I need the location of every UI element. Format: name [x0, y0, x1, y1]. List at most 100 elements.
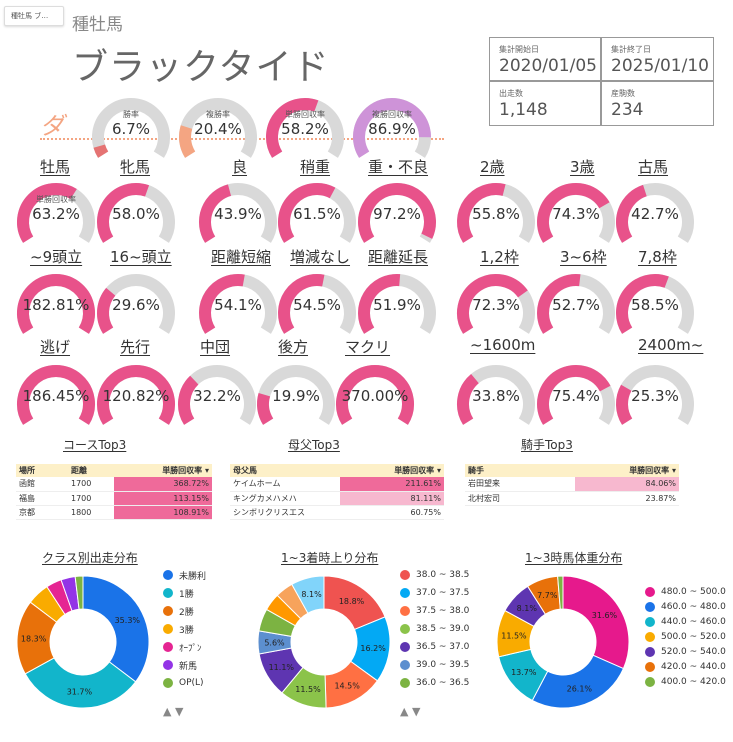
row2-header-0: ~9頭立 — [30, 248, 83, 266]
legend-item: 38.0 ~ 38.5 — [400, 566, 469, 584]
col-place[interactable]: 場所 — [16, 464, 68, 477]
cell-win-return: 84.06% — [575, 477, 679, 492]
gauge-fill — [537, 274, 581, 334]
cell-distance: 1700 — [68, 477, 114, 492]
offspring-value: 234 — [611, 100, 644, 120]
legend-dot-icon — [645, 631, 655, 642]
col-win-return[interactable]: 単勝回収率 ▾ — [575, 464, 679, 477]
slice-label: 31.6% — [592, 611, 618, 620]
row3-gauge-1: 120.82% — [96, 359, 186, 425]
row3-header-3: 後方 — [278, 338, 309, 356]
gauge-value: 58.0% — [112, 205, 160, 223]
legend-item: 1勝 — [163, 584, 206, 602]
gauge-label: 単勝回収率 — [36, 195, 76, 204]
legend-dot-icon — [400, 624, 410, 634]
row2-gauge-0-arc — [17, 274, 95, 334]
row1-gauge-6: 74.3% — [536, 177, 626, 243]
legend-label: 36.5 ~ 37.0 — [416, 642, 470, 652]
gauge-fill — [97, 183, 150, 243]
row2-gauge-3-arc — [278, 274, 356, 334]
col-win-return[interactable]: 単勝回収率 ▾ — [340, 464, 444, 477]
row1-gauge-3: 61.5% — [277, 177, 367, 243]
table-row[interactable]: 北村宏司 23.87% — [465, 491, 679, 506]
legend-item: 新馬 — [163, 656, 206, 674]
row1-gauge-5: 55.8% — [456, 177, 546, 243]
sire-dropdown[interactable]: 種牡馬 ブ… — [4, 6, 64, 26]
gauge-fill — [178, 375, 199, 425]
legend-label: 420.0 ~ 440.0 — [661, 661, 726, 672]
legend-label: 38.0 ~ 38.5 — [416, 570, 470, 580]
table-row[interactable]: 福島 1700 113.15% — [16, 491, 212, 506]
legend-label: 400.0 ~ 420.0 — [661, 676, 726, 687]
legend-item: 36.0 ~ 36.5 — [400, 674, 469, 692]
legend-dot-icon — [163, 642, 173, 652]
gauge-fill — [97, 287, 116, 334]
row2-header-4: 距離延長 — [368, 248, 429, 266]
gauge-value: 25.3% — [631, 387, 679, 405]
table-row[interactable]: 函館 1700 368.72% — [16, 477, 212, 492]
slice-label: 18.3% — [21, 634, 47, 643]
legend-dot-icon — [645, 676, 655, 687]
legend-item: 500.0 ~ 520.0 — [645, 629, 726, 644]
legend-pager[interactable]: ▲ ▼ — [400, 705, 421, 718]
gauge-fill — [457, 183, 506, 243]
cell-jockey: 北村宏司 — [465, 491, 575, 506]
table-row[interactable]: 岩田望来 84.06% — [465, 477, 679, 492]
cell-damsire: ケイムホーム — [230, 477, 340, 492]
row3-gauge-5-arc — [457, 365, 535, 425]
divider — [40, 138, 444, 140]
table-row[interactable]: 京都 1800 108.91% — [16, 505, 212, 520]
slice-label: 26.1% — [567, 685, 593, 694]
legend-pager[interactable]: ▲ ▼ — [163, 705, 184, 718]
slice-label: 5.6% — [264, 638, 285, 647]
damsire-table: 母父馬 単勝回収率 ▾ ケイムホーム 211.61% キングカメハメハ 81.11% シ… — [230, 464, 444, 520]
row1-header-1: 牝馬 — [120, 158, 151, 176]
cell-win-return: 211.61% — [340, 477, 444, 492]
col-jockey[interactable]: 騎手 — [465, 464, 575, 477]
row1-gauge-4-arc — [358, 183, 436, 243]
gauge-value: 120.82% — [102, 387, 170, 405]
gauge-fill — [17, 183, 77, 243]
legend-dot-icon — [645, 646, 655, 657]
gauge-label: 単勝回収率 — [285, 110, 325, 119]
col-damsire[interactable]: 母父馬 — [230, 464, 340, 477]
col-distance[interactable]: 距離 — [68, 464, 114, 477]
cell-jockey: 岩田望来 — [465, 477, 575, 492]
donut-chart-2: 31.6% 26.1% 13.7% 11.5% 8.1% 7.7% — [496, 575, 630, 709]
legend-label: 3勝 — [179, 625, 194, 636]
donut-chart-1: 18.8% 16.2% 14.5% 11.5% 11.1% 5.6% 8.1% — [257, 575, 391, 709]
legend-item: 38.5 ~ 39.0 — [400, 620, 469, 638]
slice-label: 35.3% — [115, 616, 141, 625]
row1-gauge-5-arc — [457, 183, 535, 243]
row2-gauge-2-arc — [199, 274, 277, 334]
row1-gauge-1-arc — [97, 183, 175, 243]
legend-label: 500.0 ~ 520.0 — [661, 631, 726, 642]
legend-dot-icon — [400, 660, 410, 670]
period-end-box: 集計終了日 2025/01/10 — [601, 37, 714, 81]
col-win-return[interactable]: 単勝回収率 ▾ — [114, 464, 212, 477]
gauge-value: 61.5% — [293, 205, 341, 223]
slice-label: 11.5% — [501, 631, 527, 640]
donut-slice — [557, 575, 564, 610]
gauge-0-arc — [92, 98, 170, 158]
row3-gauge-4: 370.00% — [335, 359, 425, 425]
legend-label: 39.0 ~ 39.5 — [416, 660, 470, 670]
table-row[interactable]: キングカメハメハ 81.11% — [230, 491, 444, 506]
row1-gauge-2-arc — [199, 183, 277, 243]
table-row[interactable]: ケイムホーム 211.61% — [230, 477, 444, 492]
chart-title: 1~3時馬体重分布 — [525, 551, 623, 565]
row3-gauge-2: 32.2% — [177, 359, 267, 425]
row1-gauge-6-arc — [537, 183, 615, 243]
gauge-value: 58.5% — [631, 296, 679, 314]
gauge-value: 86.9% — [368, 120, 416, 138]
legend-label: 1勝 — [179, 589, 194, 600]
gauge-fill — [199, 184, 232, 243]
gauge-track — [92, 98, 170, 158]
donut-slice — [562, 575, 630, 670]
row2-header-1: 16~頭立 — [110, 248, 172, 266]
chart-title: クラス別出走分布 — [42, 551, 138, 565]
legend-dot-icon — [400, 642, 410, 652]
table-row[interactable]: シンボリクリスエス 60.75% — [230, 505, 444, 520]
row3-gauge-0: 186.45% — [16, 359, 106, 425]
course-table-title: コースTop3 — [63, 438, 127, 452]
